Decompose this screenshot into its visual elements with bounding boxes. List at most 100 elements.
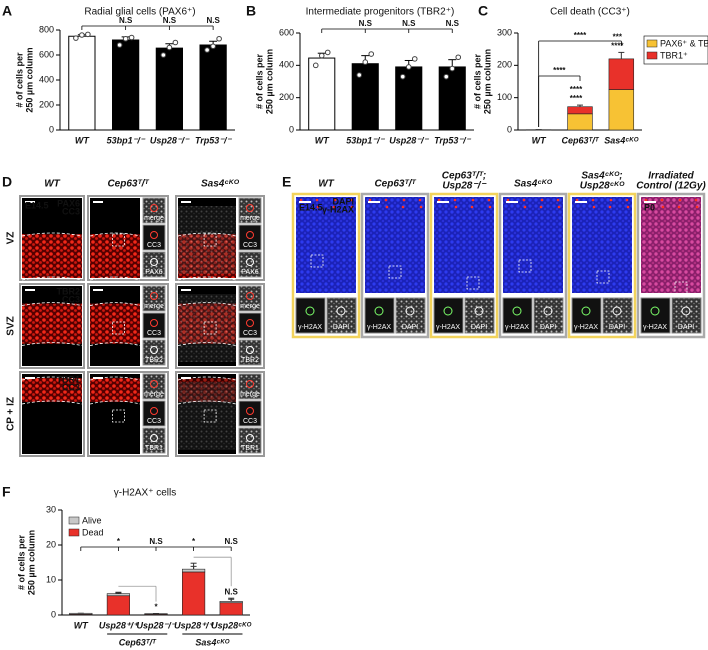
- channel-label: γ-H2AX: [322, 204, 354, 214]
- data-point: [455, 54, 462, 61]
- inset: [238, 339, 262, 366]
- y-tick-label: 200: [39, 99, 54, 109]
- marker-label: CC3: [62, 294, 80, 304]
- scale-bar: [93, 289, 103, 291]
- image-frame: [19, 371, 85, 457]
- data-point: [210, 43, 216, 50]
- micrograph-signal: [608, 205, 612, 209]
- micrograph-signal: [557, 205, 561, 209]
- inset-cell: [512, 306, 522, 316]
- legend-label: TBR1⁺: [660, 50, 688, 60]
- row-label: VZ: [6, 232, 17, 245]
- image-frame: [175, 283, 265, 369]
- chart-title: Intermediate progenitors (TBR2⁺): [306, 7, 455, 18]
- scale-bar: [644, 201, 656, 203]
- column-title: Usp28ᶜᴷᴼ: [580, 181, 625, 192]
- micrograph-signal: [523, 205, 527, 209]
- y-tick-label: 400: [279, 60, 294, 70]
- inset-label: γ-H2AX: [505, 324, 529, 331]
- column-title: Control (12Gy): [636, 181, 706, 192]
- y-tick-label: 0: [289, 124, 294, 134]
- micrograph-signal: [333, 198, 337, 202]
- y-tick-label: 200: [279, 92, 294, 102]
- roi-box: [310, 254, 324, 268]
- inset-cell: [443, 306, 453, 316]
- legend-swatch: [68, 516, 80, 525]
- roi-box: [466, 276, 480, 290]
- micrograph: [572, 197, 632, 293]
- inset-cell: [246, 319, 254, 327]
- x-tick-label: Sas4ᶜᴷᴼ: [604, 135, 638, 145]
- x-tick-label: Usp28ᶜᴷᴼ: [211, 620, 251, 630]
- channel-label: DAPI: [332, 196, 354, 206]
- boundary-line: [89, 400, 141, 405]
- marker-label: TBR2: [56, 286, 80, 296]
- inset-label: γ-H2AX: [643, 324, 667, 331]
- column-title: WT: [44, 179, 60, 190]
- scale-bar: [368, 201, 380, 203]
- marker-label: CC3: [62, 206, 80, 216]
- inset-cell: [150, 292, 158, 300]
- inset-label: TBR1: [145, 445, 163, 452]
- chart-title: Radial glial cells (PAX6⁺): [84, 7, 195, 18]
- inset-cell: [150, 380, 158, 388]
- inset-cell: [150, 258, 158, 266]
- panel-label: D: [2, 174, 12, 190]
- x-tick-label: Usp28⁺/⁺: [174, 620, 214, 630]
- micrograph: [434, 197, 494, 293]
- boundary-line: [21, 276, 83, 281]
- scale-bar: [25, 289, 35, 291]
- inset: [238, 251, 262, 278]
- inset: [142, 251, 166, 278]
- column-title: Cep63ᵀ/ᵀ;: [442, 171, 486, 182]
- micrograph: [296, 197, 356, 293]
- y-tick-label: 100: [497, 92, 512, 102]
- significance-label: N.S: [119, 16, 133, 25]
- inset-cell: [474, 306, 484, 316]
- micrograph: [641, 197, 701, 293]
- micrograph-signal: [556, 198, 560, 202]
- inset-label: CC3: [243, 418, 257, 425]
- data-point: [411, 56, 418, 62]
- bar-segment: [182, 571, 206, 616]
- micrograph-signal: [453, 198, 457, 202]
- row-label: SVZ: [6, 316, 17, 335]
- y-tick-label: 300: [497, 27, 512, 37]
- inset-cell: [246, 231, 254, 239]
- significance-label: N.S: [206, 16, 220, 25]
- micrograph-signal: [316, 205, 320, 209]
- data-point: [449, 65, 456, 72]
- inset-label: DAPI: [402, 324, 418, 331]
- image-frame: [175, 195, 265, 281]
- inset-cell: [581, 306, 591, 316]
- micrograph-signal: [592, 205, 596, 209]
- inset-label: CC3: [147, 242, 161, 249]
- bar-segment: [567, 113, 593, 131]
- panel-label: F: [2, 484, 11, 500]
- inset: [142, 312, 166, 339]
- image-frame: [636, 192, 706, 339]
- roi-box: [388, 265, 402, 279]
- significance-label: ***: [613, 33, 623, 42]
- inset-label: γ-H2AX: [367, 324, 391, 331]
- significance-label: N.S: [446, 19, 460, 28]
- inset: [142, 339, 166, 366]
- image-frame: [87, 283, 169, 369]
- image-frame: [175, 371, 265, 457]
- inset: [602, 297, 633, 334]
- data-point: [122, 35, 129, 42]
- bar-segment: [567, 106, 593, 115]
- inset: [326, 297, 357, 334]
- x-tick-label: Usp28⁻/⁻: [150, 135, 190, 145]
- boundary-line: [21, 232, 83, 237]
- inset-cell: [150, 319, 158, 327]
- scale-bar: [25, 201, 35, 203]
- significance-label: *: [192, 537, 196, 546]
- inset: [533, 297, 564, 334]
- inset: [295, 297, 326, 334]
- inset-label: DAPI: [609, 324, 625, 331]
- inset-cell: [246, 380, 254, 388]
- bar: [112, 39, 140, 131]
- significance-label: ****: [553, 66, 566, 75]
- legend-swatch: [646, 51, 658, 60]
